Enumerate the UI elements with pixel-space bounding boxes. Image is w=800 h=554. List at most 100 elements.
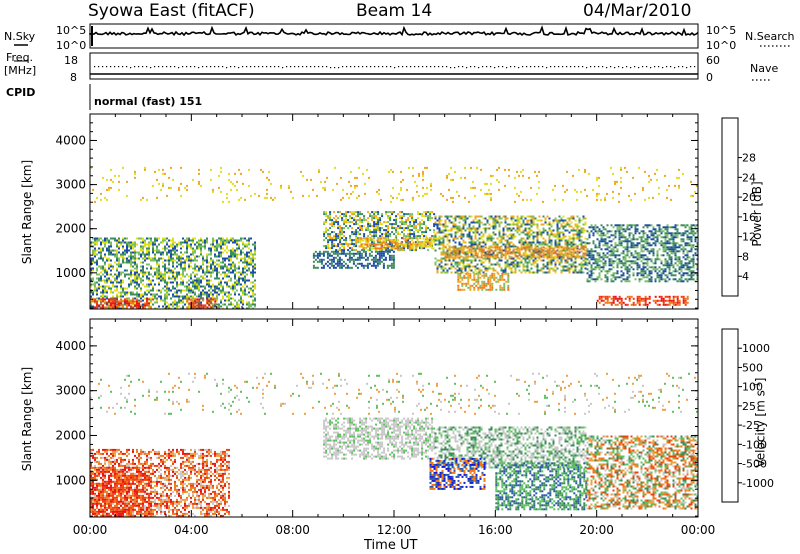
power-cell (456, 227, 459, 230)
power-cell (590, 248, 593, 251)
power-cell (327, 229, 330, 232)
power-cell (96, 253, 98, 256)
power-cell (341, 249, 344, 252)
power-cell (448, 239, 451, 242)
power-cell (488, 249, 491, 252)
power-cell (333, 245, 336, 248)
power-cell (116, 279, 118, 282)
power-cell (506, 263, 509, 266)
freq-dot (322, 66, 324, 68)
power-cell (586, 278, 589, 281)
freq-dot (422, 66, 424, 68)
power-cell (371, 243, 374, 246)
power-cell (616, 254, 619, 257)
power-cell (470, 235, 473, 238)
power-cell (464, 246, 467, 249)
power-cell (347, 227, 350, 230)
power-cell (652, 234, 655, 237)
power-cell (458, 229, 461, 232)
power-cell (450, 221, 453, 224)
power-cell (178, 305, 180, 308)
power-cell (522, 246, 525, 249)
power-cell (642, 266, 645, 269)
freq-dot (658, 66, 660, 68)
power-cell (248, 243, 250, 246)
power-cell (598, 256, 601, 259)
freq-dot (642, 66, 644, 68)
power-cell (114, 302, 116, 305)
power-cell (440, 223, 443, 226)
power-cell (496, 243, 499, 246)
power-cell (132, 269, 134, 272)
power-cell (434, 235, 437, 238)
power-cell (202, 306, 205, 309)
power-cell (236, 247, 238, 250)
power-cell (224, 281, 226, 284)
power-cell (367, 227, 370, 230)
power-cell (158, 273, 160, 276)
power-cell (333, 243, 336, 246)
power-cell (323, 239, 326, 242)
power-cell (600, 278, 603, 281)
power-cell (520, 239, 523, 242)
power-cell (646, 226, 649, 229)
power-cell (454, 261, 457, 264)
power-cell (214, 291, 216, 294)
power-cell (252, 281, 254, 284)
power-cell (365, 219, 368, 222)
power-cell (566, 256, 569, 259)
power-cell (662, 230, 665, 233)
power-cell (206, 241, 208, 244)
power-cell (598, 244, 601, 247)
power-cell (407, 219, 410, 222)
power-cell (562, 248, 565, 251)
power-cell (384, 247, 387, 250)
power-cell (636, 254, 639, 257)
power-cell (234, 293, 236, 296)
power-cell (428, 243, 431, 246)
power-cell (216, 239, 218, 242)
power-cell (448, 229, 451, 232)
power-cell (530, 217, 533, 220)
power-cell (128, 304, 130, 307)
power-cell (440, 215, 443, 218)
power-cell (638, 264, 641, 267)
power-cell (190, 275, 192, 278)
power-cell (132, 265, 134, 268)
power-cell (140, 293, 142, 296)
power-cell (486, 269, 489, 272)
power-cell (498, 251, 501, 254)
power-cell (626, 250, 629, 253)
power-cell (642, 240, 645, 243)
power-cell (218, 251, 220, 254)
power-cell (210, 273, 212, 276)
power-cell (610, 224, 613, 227)
power-cell (184, 275, 186, 278)
power-cell (138, 253, 140, 256)
power-cell (124, 249, 126, 252)
freq-dot (458, 66, 460, 68)
power-cell (252, 275, 254, 278)
power-cell (433, 229, 436, 232)
power-cell (411, 239, 414, 242)
power-cell (126, 245, 128, 248)
power-cell (375, 233, 378, 236)
power-cell (425, 237, 428, 240)
power-cell (90, 301, 92, 304)
power-cell (252, 269, 254, 272)
power-cell (636, 274, 639, 277)
power-cell (434, 237, 437, 240)
power-cell (634, 246, 637, 249)
power-cell (526, 263, 529, 266)
power-cell (120, 271, 122, 274)
power-cell (186, 249, 188, 252)
power-cell (421, 243, 424, 246)
power-cell (206, 255, 208, 258)
power-cell (572, 245, 575, 248)
power-cell (254, 285, 256, 288)
power-cell (464, 253, 467, 256)
power-cell (660, 228, 663, 231)
power-cell (339, 229, 342, 232)
power-cell (394, 241, 397, 244)
power-cell (184, 289, 186, 292)
